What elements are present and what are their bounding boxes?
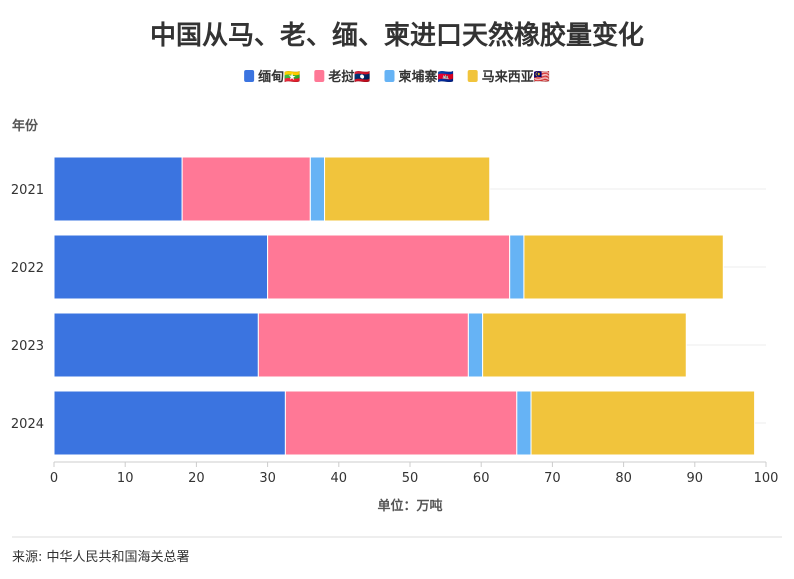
legend-swatch	[384, 70, 395, 82]
x-tick-label: 10	[117, 471, 134, 486]
x-tick-label: 30	[259, 471, 276, 486]
bar-2022-series-1[interactable]	[53, 234, 269, 300]
legend-label: 马来西亚🇲🇾	[482, 69, 550, 85]
gridlines	[54, 188, 766, 424]
y-tick-label: 2022	[11, 261, 44, 276]
legend-label: 老挝🇱🇦	[327, 69, 370, 85]
legend-label: 柬埔寨🇰🇭	[399, 69, 454, 85]
bar-2021-series-2[interactable]	[181, 156, 311, 222]
y-axis-title: 年份	[12, 118, 39, 134]
x-tick-label: 40	[331, 471, 348, 486]
legend-label: 缅甸🇲🇲	[258, 69, 300, 85]
bar-2023-series-2[interactable]	[257, 312, 469, 378]
y-axis-ticks: 2021 2022 2023 2024	[11, 183, 44, 432]
y-tick-label: 2024	[11, 417, 44, 432]
x-tick-label: 50	[402, 471, 419, 486]
chart-title: 中国从马、老、缅、柬进口天然橡胶量变化	[150, 20, 644, 51]
bar-2021-series-4[interactable]	[324, 156, 491, 222]
legend-swatch	[467, 70, 478, 82]
source-note: 来源: 中华人民共和国海关总署	[12, 550, 190, 565]
bar-2024-series-2[interactable]	[284, 390, 518, 456]
legend-item-1[interactable]: 缅甸🇲🇲	[244, 69, 300, 85]
bar-2024-series-4[interactable]	[530, 390, 756, 456]
x-tick-label: 90	[687, 471, 704, 486]
bar-2021-series-1[interactable]	[53, 156, 183, 222]
bar-2023-series-4[interactable]	[482, 312, 687, 378]
bar-2024-series-3[interactable]	[516, 390, 532, 456]
legend-swatch	[244, 70, 255, 82]
bar-2022-series-2[interactable]	[267, 234, 511, 300]
bar-2024-series-1[interactable]	[53, 390, 286, 456]
legend-item-2[interactable]: 老挝🇱🇦	[314, 69, 371, 85]
bars	[53, 156, 756, 456]
legend-swatch	[314, 70, 325, 82]
x-tick-label: 70	[544, 471, 561, 486]
bar-2023-series-3[interactable]	[467, 312, 484, 378]
y-tick-label: 2023	[11, 339, 44, 354]
bar-2021-series-3[interactable]	[309, 156, 326, 222]
x-tick-label: 80	[615, 471, 632, 486]
legend-item-4[interactable]: 马来西亚🇲🇾	[467, 69, 550, 85]
bar-2023-series-1[interactable]	[53, 312, 259, 378]
y-tick-label: 2021	[11, 183, 44, 198]
x-tick-label: 0	[50, 471, 58, 486]
bar-2022-series-4[interactable]	[523, 234, 724, 300]
x-tick-label: 20	[188, 471, 205, 486]
bar-2022-series-3[interactable]	[509, 234, 525, 300]
x-tick-label: 100	[754, 471, 779, 486]
legend: 缅甸🇲🇲 老挝🇱🇦 柬埔寨🇰🇭 马来西亚🇲🇾	[244, 69, 550, 85]
x-tick-label: 60	[473, 471, 490, 486]
x-axis-ticks: 0 10 20 30 40 50 60 70 80 90 100	[50, 462, 779, 486]
legend-item-3[interactable]: 柬埔寨🇰🇭	[384, 69, 454, 85]
x-axis-title: 单位：万吨	[377, 498, 442, 514]
